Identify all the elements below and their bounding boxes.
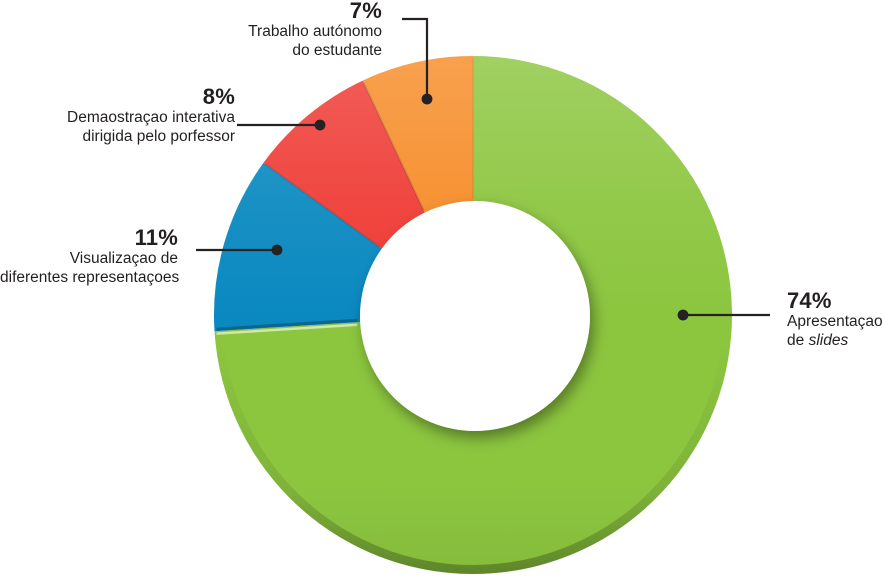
leader-lines	[196, 17, 770, 321]
callout-trabalho-autonomo: 7% Trabalho autónomo do estudante	[160, 0, 382, 60]
callout-trabalho-line2: do estudante	[292, 42, 382, 59]
callout-trabalho-pct: 7%	[349, 0, 382, 23]
callout-visualizacao-pct: 11%	[134, 225, 178, 250]
callout-visualizacao-line2: diferentes representaçoes	[0, 269, 180, 286]
callout-apresentacao-line2-italic: slides	[808, 332, 849, 349]
callout-apresentacao-line2: de slides	[787, 331, 882, 350]
callout-dot-3	[421, 93, 433, 105]
callout-demonstracao-line2: dirigida pelo porfessor	[82, 128, 235, 145]
callout-visualizacao-line1: Visualizaçao de	[69, 250, 178, 267]
callout-trabalho-line1: Trabalho autónomo	[248, 23, 382, 40]
callout-demonstracao-line1: Demaostraçao interativa	[67, 109, 235, 126]
callout-visualizacao: 11% Visualizaçao de diferentes represent…	[0, 225, 180, 287]
callout-demonstracao: 8% Demaostraçao interativa dirigida pelo…	[20, 85, 235, 146]
callout-dot-0	[677, 309, 689, 321]
callout-demonstracao-pct: 8%	[202, 84, 235, 109]
callout-dot-1	[271, 244, 283, 256]
callout-apresentacao-line2-text: de	[787, 332, 809, 349]
callout-apresentacao-pct: 74%	[787, 288, 832, 313]
donut-hole	[360, 201, 590, 431]
callout-dot-2	[314, 119, 326, 131]
callout-apresentacao-line1: Apresentaçao	[787, 313, 882, 330]
callout-apresentacao: 74% Apresentaçao de slides	[787, 289, 882, 350]
leader-line-3	[402, 17, 429, 99]
